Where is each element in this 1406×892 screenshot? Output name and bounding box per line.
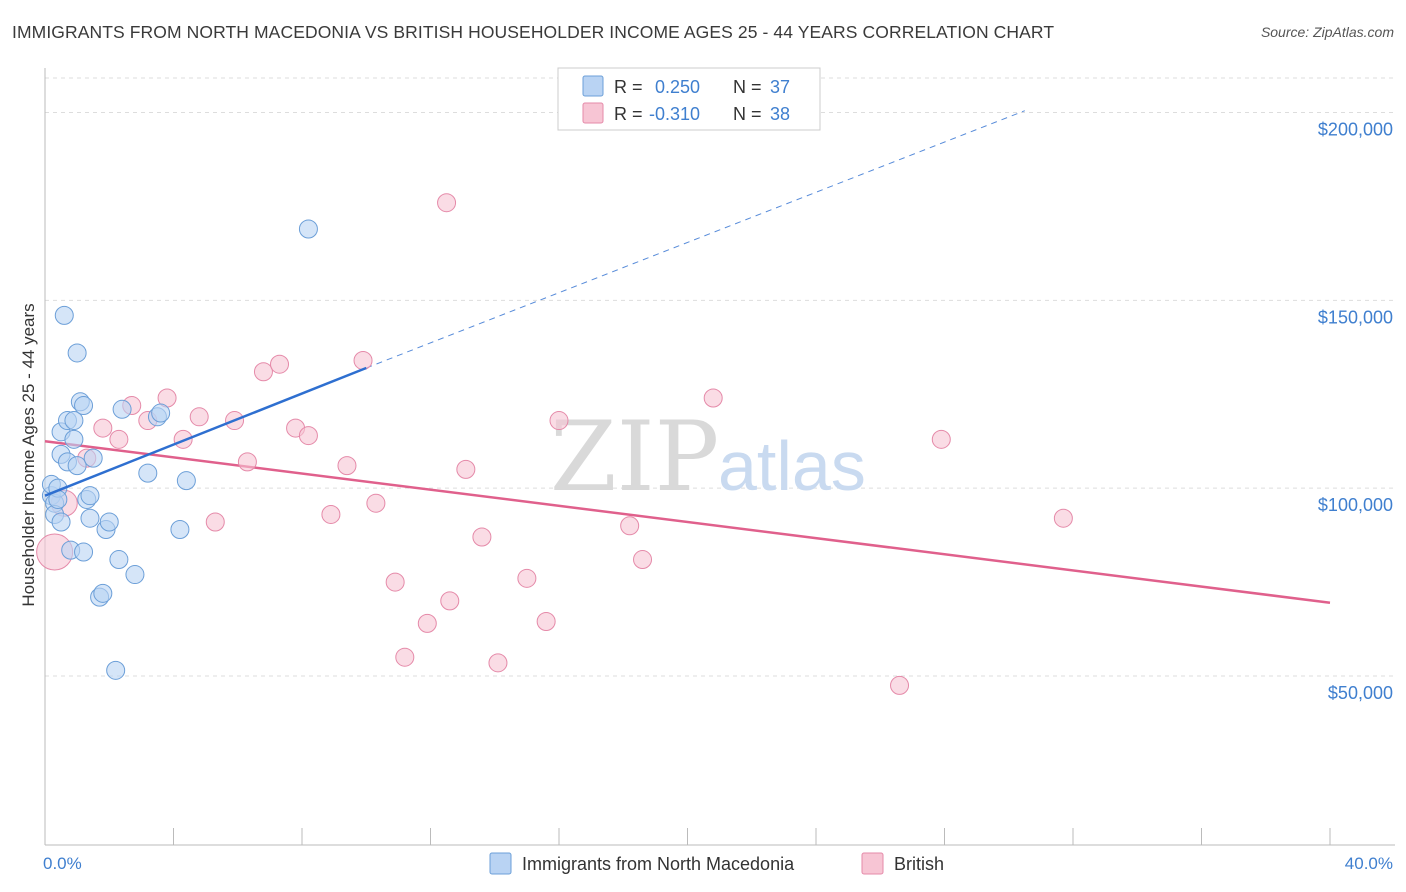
macedonia-point: [298, 219, 318, 239]
legend-swatch-blue: [582, 75, 604, 97]
macedonia-points: [41, 219, 367, 680]
legend-swatch-pink: [582, 102, 604, 124]
watermark-atlas: atlas: [718, 427, 866, 505]
british-point: [321, 504, 341, 524]
british-point: [472, 527, 492, 547]
macedonia-point: [80, 486, 100, 506]
british-point: [395, 647, 415, 667]
bottom-legend-label-blue: Immigrants from North Macedonia: [522, 854, 795, 874]
y-tick-label: $50,000: [1328, 683, 1393, 703]
macedonia-trend-extension: [366, 110, 1025, 369]
british-point: [703, 388, 723, 408]
legend-r-value-blue: 0.250: [655, 77, 700, 97]
bottom-legend-label-pink: British: [894, 854, 944, 874]
macedonia-point: [54, 305, 74, 325]
macedonia-point: [74, 396, 94, 416]
legend-r-label-blue: R =: [614, 77, 643, 97]
trend-lines: [44, 110, 1331, 604]
british-point: [353, 350, 373, 370]
british-point: [440, 591, 460, 611]
y-tick-label: $200,000: [1318, 120, 1393, 140]
british-point: [633, 550, 653, 570]
british-point: [270, 354, 290, 374]
british-point: [337, 456, 357, 476]
british-point: [385, 572, 405, 592]
y-tick-label: $100,000: [1318, 495, 1393, 515]
macedonia-trend-line: [44, 366, 367, 497]
bottom-legend: Immigrants from North Macedonia British: [489, 852, 944, 875]
british-point: [488, 653, 508, 673]
british-point: [298, 426, 318, 446]
british-point: [456, 459, 476, 479]
macedonia-point: [106, 660, 126, 680]
y-axis-label: Householder Income Ages 25 - 44 years: [19, 303, 38, 606]
chart-title: IMMIGRANTS FROM NORTH MACEDONIA VS BRITI…: [12, 22, 1055, 42]
macedonia-point: [64, 411, 84, 431]
macedonia-point: [80, 508, 100, 528]
british-point: [517, 568, 537, 588]
macedonia-point: [64, 429, 84, 449]
x-tick-label-min: 0.0%: [43, 854, 82, 873]
british-point: [366, 493, 386, 513]
macedonia-point: [138, 463, 158, 483]
british-point: [1053, 508, 1073, 528]
british-point: [237, 452, 257, 472]
british-point: [549, 411, 569, 431]
british-point: [109, 429, 129, 449]
legend-n-label-blue: N =: [733, 77, 762, 97]
british-point: [437, 193, 457, 213]
macedonia-point: [170, 519, 190, 539]
x-tick-label-max: 40.0%: [1345, 854, 1393, 873]
macedonia-point: [67, 456, 87, 476]
top-legend: R = 0.250 N = 37 R = -0.310 N = 38: [557, 67, 821, 131]
legend-n-value-pink: 38: [770, 104, 790, 124]
macedonia-point: [93, 583, 113, 603]
watermark: ZIP atlas: [550, 401, 866, 513]
macedonia-point: [99, 512, 119, 532]
legend-n-label-pink: N =: [733, 104, 762, 124]
bottom-legend-swatch-pink: [861, 852, 884, 875]
macedonia-point: [151, 403, 171, 423]
macedonia-point: [109, 550, 129, 570]
bottom-legend-swatch-blue: [489, 852, 512, 875]
british-point: [931, 429, 951, 449]
british-point: [620, 516, 640, 536]
british-point: [417, 613, 437, 633]
macedonia-point: [51, 512, 71, 532]
british-point: [189, 407, 209, 427]
legend-r-label-pink: R =: [614, 104, 643, 124]
tick-labels: $50,000 $100,000 $150,000 $200,000 0.0% 40.0%: [43, 120, 1393, 873]
watermark-zip: ZIP: [550, 401, 719, 513]
legend-r-value-pink: -0.310: [649, 104, 700, 124]
british-point: [890, 675, 910, 695]
british-point: [93, 418, 113, 438]
british-point: [536, 612, 556, 632]
source-attribution: Source: ZipAtlas.com: [1260, 24, 1394, 40]
british-point: [205, 512, 225, 532]
axes: [44, 68, 1395, 846]
macedonia-point: [67, 343, 87, 363]
y-tick-label: $150,000: [1318, 307, 1393, 327]
british-trend-line: [44, 439, 1331, 604]
macedonia-point: [112, 399, 132, 419]
british-point: [253, 362, 273, 382]
macedonia-point: [74, 542, 94, 562]
macedonia-point: [176, 471, 196, 491]
macedonia-point: [83, 448, 103, 468]
legend-n-value-blue: 37: [770, 77, 790, 97]
macedonia-point: [125, 565, 145, 585]
